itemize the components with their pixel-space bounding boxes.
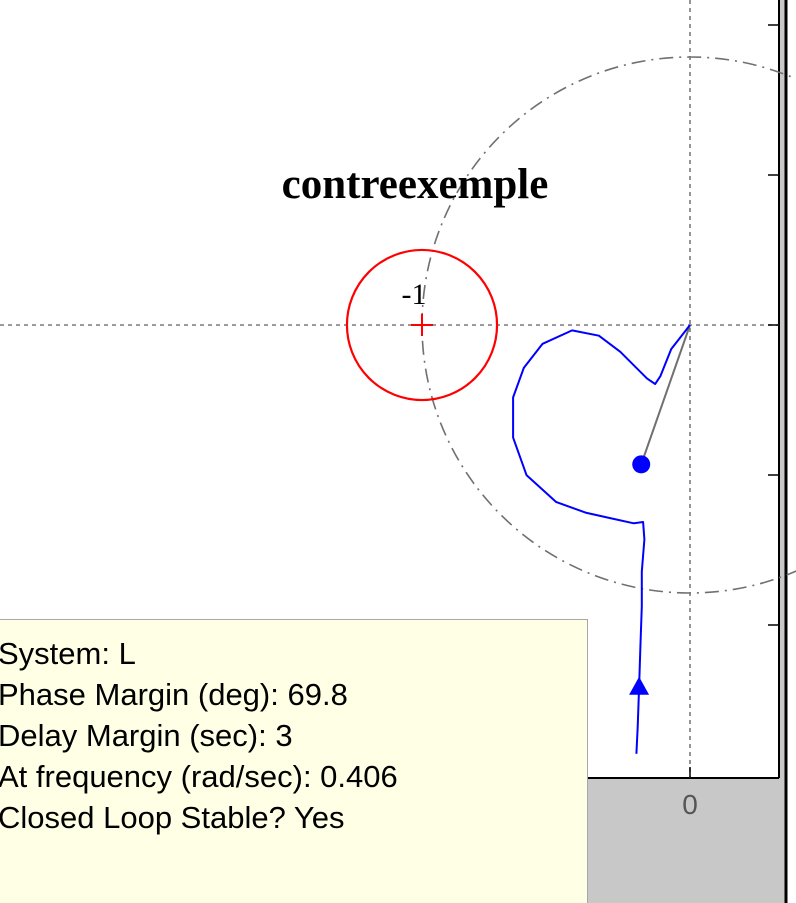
window-right-strip — [785, 0, 796, 903]
direction-arrow-0 — [629, 676, 650, 695]
margin-circle — [345, 248, 499, 402]
chart-title: contreexemple — [282, 161, 549, 208]
nyquist-curve-layer — [512, 324, 691, 754]
datatip-frequency: At frequency (rad/sec): 0.406 — [0, 759, 398, 794]
grid-lines — [0, 0, 779, 778]
margin-line — [640, 324, 691, 465]
reference-circles — [345, 56, 796, 594]
x-tick-label-0: 0 — [682, 789, 698, 820]
critical-point-label: -1 — [402, 278, 427, 311]
datatip-phase-margin: Phase Margin (deg): 69.8 — [0, 677, 348, 712]
datatip-panel: System: L Phase Margin (deg): 69.8 Delay… — [0, 619, 588, 903]
datatip-system: System: L — [0, 636, 136, 671]
nyquist-curve-0 — [512, 324, 691, 754]
datatip-delay-margin: Delay Margin (sec): 3 — [0, 718, 293, 753]
datatip-stability: Closed Loop Stable? Yes — [0, 800, 345, 835]
axis-ticks — [689, 24, 779, 778]
phase-margin-point — [632, 455, 651, 474]
